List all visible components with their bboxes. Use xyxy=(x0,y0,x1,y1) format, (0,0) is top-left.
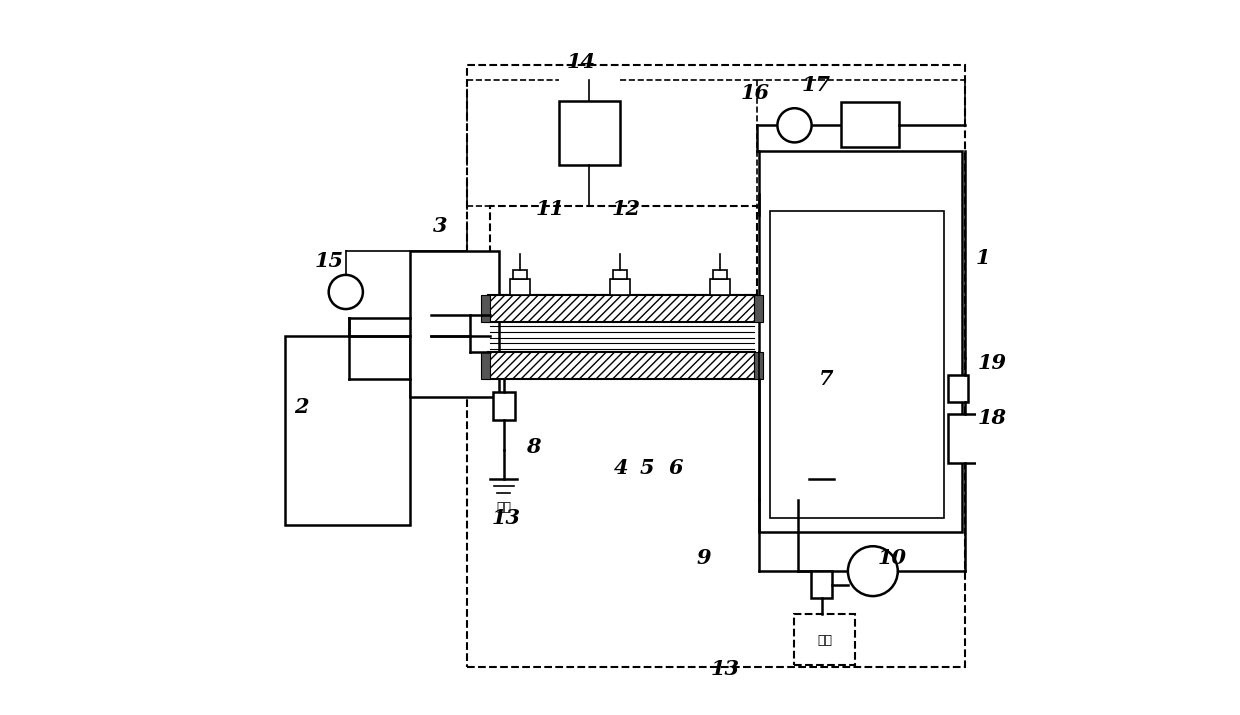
Text: 6: 6 xyxy=(668,458,683,478)
Text: 13: 13 xyxy=(491,508,521,528)
Text: 17: 17 xyxy=(801,75,831,94)
Text: 11: 11 xyxy=(536,199,564,220)
Text: 1: 1 xyxy=(976,248,991,268)
Bar xyxy=(481,352,490,379)
Bar xyxy=(754,352,763,379)
Bar xyxy=(770,212,944,518)
Text: 2: 2 xyxy=(294,398,309,418)
Circle shape xyxy=(777,108,812,142)
Bar xyxy=(610,279,630,295)
Bar xyxy=(511,279,531,295)
Text: 10: 10 xyxy=(878,548,906,568)
Bar xyxy=(709,279,729,295)
Bar xyxy=(467,66,966,667)
Circle shape xyxy=(329,275,363,309)
Bar xyxy=(410,251,498,397)
Bar xyxy=(481,295,490,322)
Bar xyxy=(285,336,410,525)
Text: 15: 15 xyxy=(315,252,343,272)
Bar xyxy=(795,614,856,665)
Text: 3: 3 xyxy=(433,216,448,236)
Text: 16: 16 xyxy=(740,82,770,102)
Bar xyxy=(513,270,527,279)
Circle shape xyxy=(848,546,898,596)
Text: 18: 18 xyxy=(977,408,1007,428)
Text: 19: 19 xyxy=(977,353,1007,373)
Bar xyxy=(559,101,620,165)
Bar xyxy=(947,415,977,463)
Text: 9: 9 xyxy=(697,548,712,568)
Bar xyxy=(494,392,515,420)
Bar xyxy=(841,102,899,147)
Bar xyxy=(713,270,727,279)
Text: 4: 4 xyxy=(614,458,629,478)
Bar xyxy=(811,571,832,598)
Bar xyxy=(613,270,627,279)
Bar xyxy=(489,352,755,379)
Text: 8: 8 xyxy=(526,437,541,457)
Bar xyxy=(947,375,967,402)
Bar xyxy=(754,295,763,322)
Text: 5: 5 xyxy=(640,458,655,478)
Bar xyxy=(490,206,758,295)
Bar xyxy=(489,295,755,322)
Bar xyxy=(759,151,962,532)
Text: 13: 13 xyxy=(711,659,740,679)
Text: 排水: 排水 xyxy=(496,500,511,513)
Text: 14: 14 xyxy=(567,52,595,72)
Text: 12: 12 xyxy=(611,199,640,220)
Text: 7: 7 xyxy=(820,369,833,389)
Text: 排水: 排水 xyxy=(817,634,832,648)
